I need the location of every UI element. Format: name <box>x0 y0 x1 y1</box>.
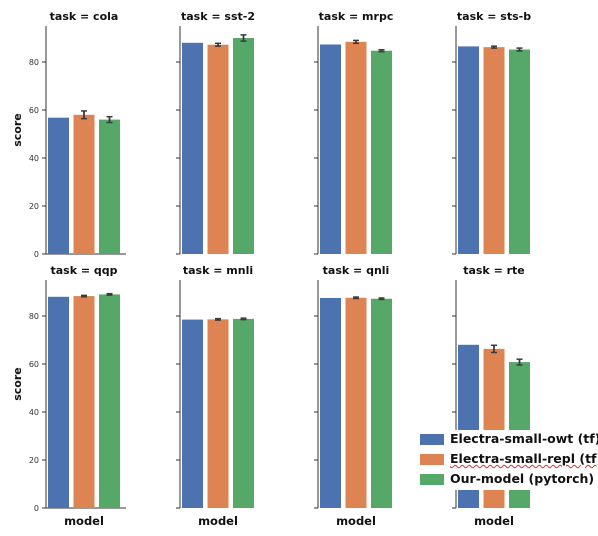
y-axis-label: score <box>11 113 24 147</box>
y-tick-label: 40 <box>29 408 39 417</box>
bar <box>207 44 229 254</box>
y-tick-label: 20 <box>29 456 39 465</box>
y-tick-label: 60 <box>29 360 39 369</box>
y-tick-label: 20 <box>29 202 39 211</box>
panel-title: task = sst-2 <box>181 10 255 23</box>
legend-label: Electra-small-repl (tf) <box>450 451 598 466</box>
panel-title: task = cola <box>50 10 119 23</box>
y-tick-label: 0 <box>34 250 39 259</box>
y-tick-label: 60 <box>29 106 39 115</box>
bar <box>233 38 254 254</box>
y-tick-label: 80 <box>29 58 39 67</box>
bar <box>509 49 530 254</box>
bar <box>371 50 392 254</box>
bar <box>48 296 69 508</box>
legend-item-electra-small-owt: Electra-small-owt (tf) <box>412 430 598 448</box>
x-axis-label: model <box>198 514 238 528</box>
panel-title: task = mrpc <box>319 10 394 23</box>
legend-swatch-green <box>420 474 444 485</box>
x-axis-label: model <box>336 514 376 528</box>
bar <box>233 318 254 508</box>
panel-title: task = qqp <box>50 264 117 277</box>
panel-title: task = mnli <box>183 264 253 277</box>
y-tick-label: 80 <box>29 312 39 321</box>
panel-title: task = sts-b <box>457 10 531 23</box>
bar <box>320 298 341 508</box>
panel-title: task = qnli <box>323 264 390 277</box>
bar <box>345 297 367 508</box>
legend-label: Electra-small-owt (tf) <box>450 431 598 446</box>
legend: Electra-small-owt (tf) Electra-small-rep… <box>412 430 598 490</box>
bar <box>182 319 203 508</box>
bar <box>48 117 69 255</box>
y-tick-label: 40 <box>29 154 39 163</box>
legend-item-our-model: Our-model (pytorch) <box>412 470 594 488</box>
bar <box>182 42 203 254</box>
x-axis-label: model <box>64 514 104 528</box>
bar <box>99 119 120 254</box>
bar <box>99 294 120 508</box>
panel-title: task = rte <box>463 264 525 277</box>
bar <box>73 296 95 508</box>
bar <box>371 298 392 508</box>
bar <box>207 319 229 508</box>
legend-swatch-blue <box>420 434 444 445</box>
legend-label: Our-model (pytorch) <box>450 471 595 486</box>
y-tick-label: 0 <box>34 504 39 513</box>
bar <box>345 41 367 255</box>
legend-item-electra-small-repl: Electra-small-repl (tf) <box>412 450 598 468</box>
y-axis-label: score <box>11 367 24 401</box>
legend-swatch-orange <box>420 454 444 465</box>
x-axis-label: model <box>474 514 514 528</box>
bar <box>73 114 95 254</box>
bar <box>483 47 505 255</box>
bar <box>320 44 341 255</box>
bar <box>458 46 479 255</box>
